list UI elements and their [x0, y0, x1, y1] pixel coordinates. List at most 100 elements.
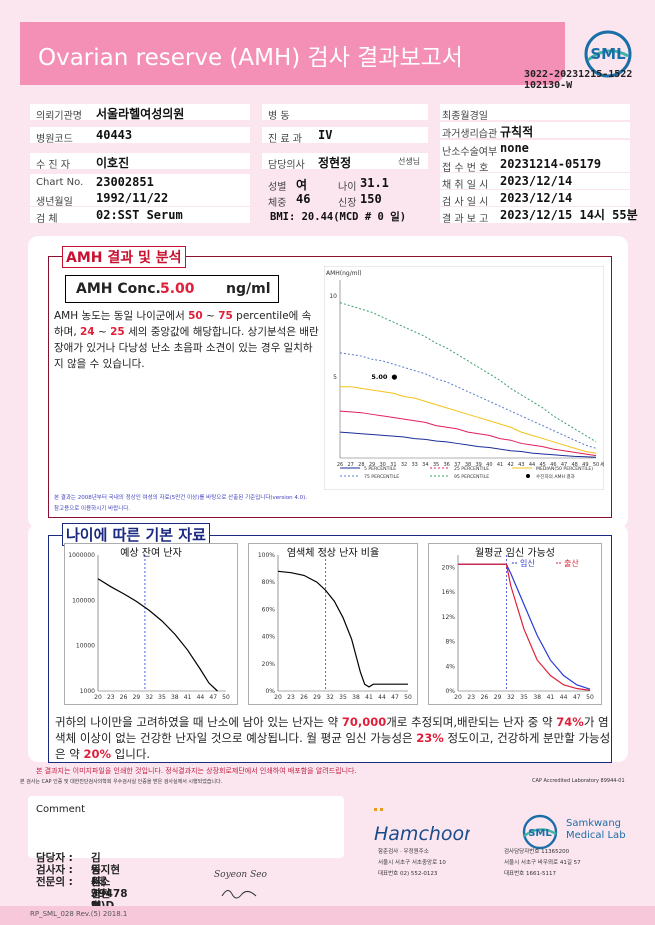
signature-scribble: Soyeon Seo	[214, 870, 267, 880]
legend-entry: 수진자의 AMH 결과	[536, 473, 576, 480]
amh-conc-unit: ng/ml	[226, 281, 271, 297]
sml-logo: SML	[584, 30, 632, 78]
series-line	[339, 302, 597, 443]
patient-label: 수 진 자	[36, 160, 70, 171]
report-value: 2023/12/15 14시 55분	[500, 208, 638, 222]
lab1-line2: 서울시 서초구 서초중앙로 10	[378, 860, 446, 866]
lab2-info: 검사담당자번호 11365200 서울시 서초구 바우뫼로 41길 57 대표번…	[504, 847, 581, 880]
amh-desc-part: AMH 농도는 동일 나이군에서	[54, 310, 189, 322]
lmp-label: 최종월경일	[442, 111, 488, 122]
dept-label: 진 료 과	[268, 134, 302, 145]
x-tick-label: 36	[443, 462, 449, 468]
sex-value: 여	[296, 178, 308, 192]
mini-y-tick: 100%	[258, 552, 275, 559]
receipt-value: 20231214-05179	[500, 157, 602, 171]
basics-title: 나이에 따른 기본 자료	[62, 523, 210, 546]
patient-point	[391, 374, 397, 380]
mini-y-tick: 12%	[442, 614, 456, 621]
note-2: 본 검사는 CAP 인증 및 대한진단검사의학회 우수검사실 인증을 받은 검사…	[20, 779, 223, 785]
mini-y-tick: 60%	[262, 606, 276, 613]
mini-x-tick: 38	[533, 694, 541, 701]
legend-entry: 75 PERCENTILE	[364, 474, 399, 480]
summary-part: 귀하의 나이만을 고려하였을 때 난소에 남아 있는 난자는 약	[55, 715, 342, 729]
mini-y-tick: 16%	[442, 589, 456, 596]
mini-chart-frame	[64, 543, 238, 705]
lab2-line3: 대표번호 1661-5117	[504, 871, 556, 877]
amh-desc-part: ~	[202, 310, 219, 322]
specimen-value: 02:SST Serum	[96, 208, 183, 222]
mini-x-tick: 26	[300, 694, 308, 701]
cycle-value: 규칙적	[500, 125, 534, 139]
mini-x-tick: 47	[209, 694, 217, 701]
mini-x-tick: 44	[197, 694, 205, 701]
lab1-line1: 함춘검사 · 우정원주소	[378, 849, 429, 855]
x-tick-label: 45	[539, 462, 545, 468]
summary-part: 정도이고, 건강하게 분만할 가능성은 약	[55, 731, 611, 761]
mini-chart-frame	[248, 543, 418, 705]
ovulation-value: none	[500, 141, 529, 155]
y-tick-label: 5	[333, 374, 337, 381]
signatures: 담당자 :김동원 검사자 :임지현 (제 39478 호) 전문의 :서소연M.…	[36, 852, 128, 925]
x-tick-label: 35	[433, 462, 439, 468]
lab1-info: 함춘검사 · 우정원주소 서울시 서초구 서초중앙로 10 대표번호 02) 5…	[378, 847, 446, 880]
report-number: 3022-20231215-1522 102130-W	[524, 69, 632, 91]
mini-chart-title: 염색체 정상 난자 비율	[287, 547, 379, 559]
chart-legend: 5 PERCENTILE 25 PERCENTILE MEDIAN(50 PERCE…	[340, 466, 593, 480]
mini-y-tick: 10000	[76, 643, 95, 650]
tester-label: 검사자 :	[36, 864, 73, 876]
amh-desc-part: 24	[80, 326, 95, 338]
amh-desc-part: 50	[188, 310, 203, 322]
dob-value: 1992/11/22	[96, 191, 169, 205]
basics-box	[48, 535, 612, 763]
mini-x-tick: 50	[586, 694, 594, 701]
mini-x-tick: 41	[184, 694, 192, 701]
weight-value: 46	[296, 192, 311, 206]
collect-label: 채 취 일 시	[442, 180, 489, 191]
x-tick-label: 30	[379, 462, 385, 468]
weight-label: 체중	[268, 198, 287, 209]
ward-label: 병 동	[268, 111, 290, 122]
series-line	[340, 386, 597, 454]
amh-percentile-chart: AMH(ng/ml) 10 5 26 27 28 29 30 31 32 33 34 35 36 37 38…	[324, 266, 604, 490]
x-tick-label: 42	[507, 462, 513, 468]
page-title: Ovarian reserve (AMH) 검사 결과보고서	[38, 45, 463, 71]
height-value: 150	[360, 192, 382, 206]
mini-y-tick: 20%	[262, 661, 276, 668]
comment-label: Comment	[36, 804, 85, 815]
summary-part: 개로 추정되며,배란되는 난자 중 약	[386, 715, 557, 729]
mini-legend-entry: 임신	[520, 559, 535, 568]
amh-conc-value: 5.00	[160, 281, 195, 297]
footnote-1: 본 결과는 2008년부터 국내의 정상인 여성의 자료(5만건 이상)를 바탕…	[54, 495, 308, 501]
x-tick-label: 49	[582, 462, 588, 468]
x-tick-label: 43	[518, 462, 524, 468]
patient-value: 이호진	[96, 156, 130, 170]
hamchoon-logo: Hamchoon	[374, 808, 470, 845]
collect-value: 2023/12/14	[500, 174, 573, 188]
mini-x-tick: 23	[287, 694, 295, 701]
mini-y-tick: 0%	[445, 688, 455, 695]
mini-x-tick: 32	[326, 694, 334, 701]
doctor-value: 정현정	[318, 156, 352, 170]
chart-frame	[324, 266, 604, 490]
mini-y-tick: 40%	[262, 634, 276, 641]
mini-legend-entry: 출산	[564, 558, 579, 568]
mini-series-line	[277, 570, 408, 688]
summary-part: 가 염색체 이상이 없는 건강한 난자일 것으로 예상됩니다. 월 평균 임신 …	[55, 715, 609, 745]
mini-x-tick: 23	[467, 694, 475, 701]
mini-chart-title: 월평균 임신 가능성	[475, 546, 555, 559]
summary-part: 입니다.	[111, 747, 151, 761]
x-unit-label: 세	[600, 461, 604, 468]
samkwang-name-1: Samkwang	[566, 818, 621, 829]
patient-point-label: 5.00	[371, 373, 388, 381]
test-label: 검 사 일 시	[442, 197, 489, 208]
logo-text: SML	[590, 45, 626, 63]
doctor-suffix: 선생님	[398, 157, 421, 166]
legend-entry: MEDIAN(50 PERCENTILE)	[536, 466, 593, 472]
dob-label: 생년월일	[36, 197, 73, 208]
series-line	[339, 431, 597, 458]
legend-entry: 5 PERCENTILE	[364, 466, 396, 472]
legend-entry: 95 PERCENTILE	[454, 474, 489, 480]
mini-y-tick: 20%	[442, 564, 456, 571]
analysis-box	[48, 256, 612, 518]
